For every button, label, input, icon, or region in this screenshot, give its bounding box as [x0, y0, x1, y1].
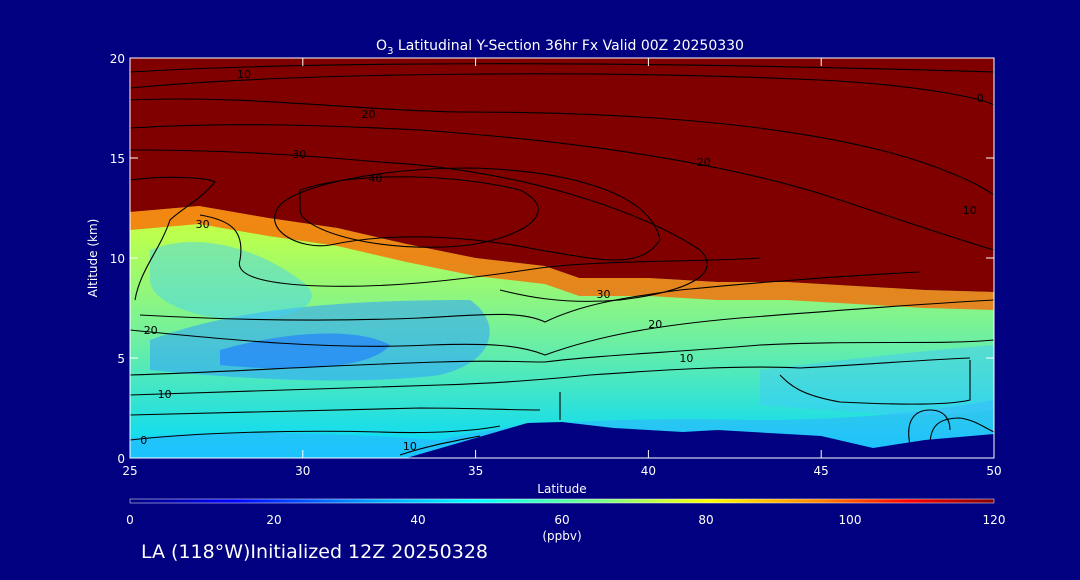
y-tick-label: 15: [110, 152, 125, 166]
run-info-footer: LA (118°W)Initialized 12Z 20250328: [141, 541, 488, 563]
stratospheric-ozone-layer: [130, 58, 994, 292]
contour-line: [130, 124, 994, 251]
contour-line: [130, 339, 994, 376]
contour-label: 20: [144, 324, 158, 337]
contour-line: [929, 417, 994, 446]
x-tick-label: 30: [295, 464, 310, 478]
contour-line: [130, 73, 994, 106]
contour-label: 30: [196, 218, 210, 231]
contour-line: [399, 435, 481, 456]
contour-line: [199, 214, 761, 287]
contour-line: [130, 98, 994, 196]
contour-line: [130, 299, 994, 356]
colorbar-tick-label: 40: [410, 513, 425, 527]
contour-label: 10: [679, 352, 693, 365]
y-tick-label: 10: [110, 252, 125, 266]
contour-label: 20: [697, 156, 711, 169]
y-tick-label: 20: [110, 52, 125, 66]
contour-lines: [130, 63, 994, 456]
plot-area: 10 20 30 40 20 0 10 30 30 20 10 20 10 0 10: [130, 58, 994, 458]
chart-title: O3 Latitudinal Y-Section 36hr Fx Valid 0…: [376, 38, 744, 57]
contour-line: [779, 360, 971, 405]
ozone-transition-band: [130, 206, 994, 310]
title-main: O: [376, 38, 387, 54]
y-tick-label: 0: [117, 452, 125, 466]
contour-line: [139, 271, 921, 323]
colorbar-tick-label: 80: [698, 513, 713, 527]
contour-label: 10: [237, 68, 251, 81]
contour-line: [130, 425, 501, 441]
x-tick-label: 50: [986, 464, 1001, 478]
x-axis-label: Latitude: [537, 482, 586, 496]
title-rest: Latitudinal Y-Section 36hr Fx Valid 00Z …: [393, 38, 744, 54]
terrain-mask: [130, 422, 994, 458]
contour-label: 20: [362, 108, 376, 121]
contour-line: [130, 357, 971, 396]
y-axis: 0 5 10 15 20: [110, 52, 994, 466]
contour-label: 0: [977, 92, 984, 105]
colorbar-ticks: 0 20 40 60 80 100 120: [126, 513, 1005, 527]
colorbar-tick-label: 100: [839, 513, 862, 527]
contour-label: 20: [648, 318, 662, 331]
x-tick-label: 35: [468, 464, 483, 478]
contour-line: [130, 63, 994, 73]
contour-line: [130, 149, 708, 302]
contour-line: [908, 409, 951, 446]
contour-line: [274, 167, 661, 261]
colorbar-tick-label: 60: [554, 513, 569, 527]
contour-label: 10: [158, 388, 172, 401]
contour-label: 40: [368, 172, 382, 185]
title-subscript: 3: [387, 46, 393, 57]
x-tick-label: 45: [814, 464, 829, 478]
colorbar-unit: (ppbv): [542, 529, 581, 543]
colorbar-tick-label: 20: [266, 513, 281, 527]
contour-line: [130, 176, 216, 301]
contour-line: [130, 407, 541, 416]
x-tick-label: 40: [641, 464, 656, 478]
x-tick-label: 25: [122, 464, 137, 478]
colorbar: [129, 498, 995, 504]
x-axis: 25 30 35 40 45 50: [122, 58, 1002, 478]
contour-line: [299, 176, 539, 248]
colorbar-tick-label: 120: [983, 513, 1006, 527]
low-ozone-pocket-mid: [150, 241, 312, 320]
contour-label: 10: [963, 204, 977, 217]
contour-label: 30: [292, 148, 306, 161]
contour-label: 30: [597, 288, 611, 301]
contour-label: 10: [403, 440, 417, 453]
y-axis-label: Altitude (km): [86, 219, 100, 298]
contour-label: 0: [140, 434, 147, 447]
contour-labels: 10 20 30 40 20 0 10 30 30 20 10 20 10 0 10: [140, 68, 983, 453]
colorbar-tick-label: 0: [126, 513, 134, 527]
y-tick-label: 5: [117, 352, 125, 366]
